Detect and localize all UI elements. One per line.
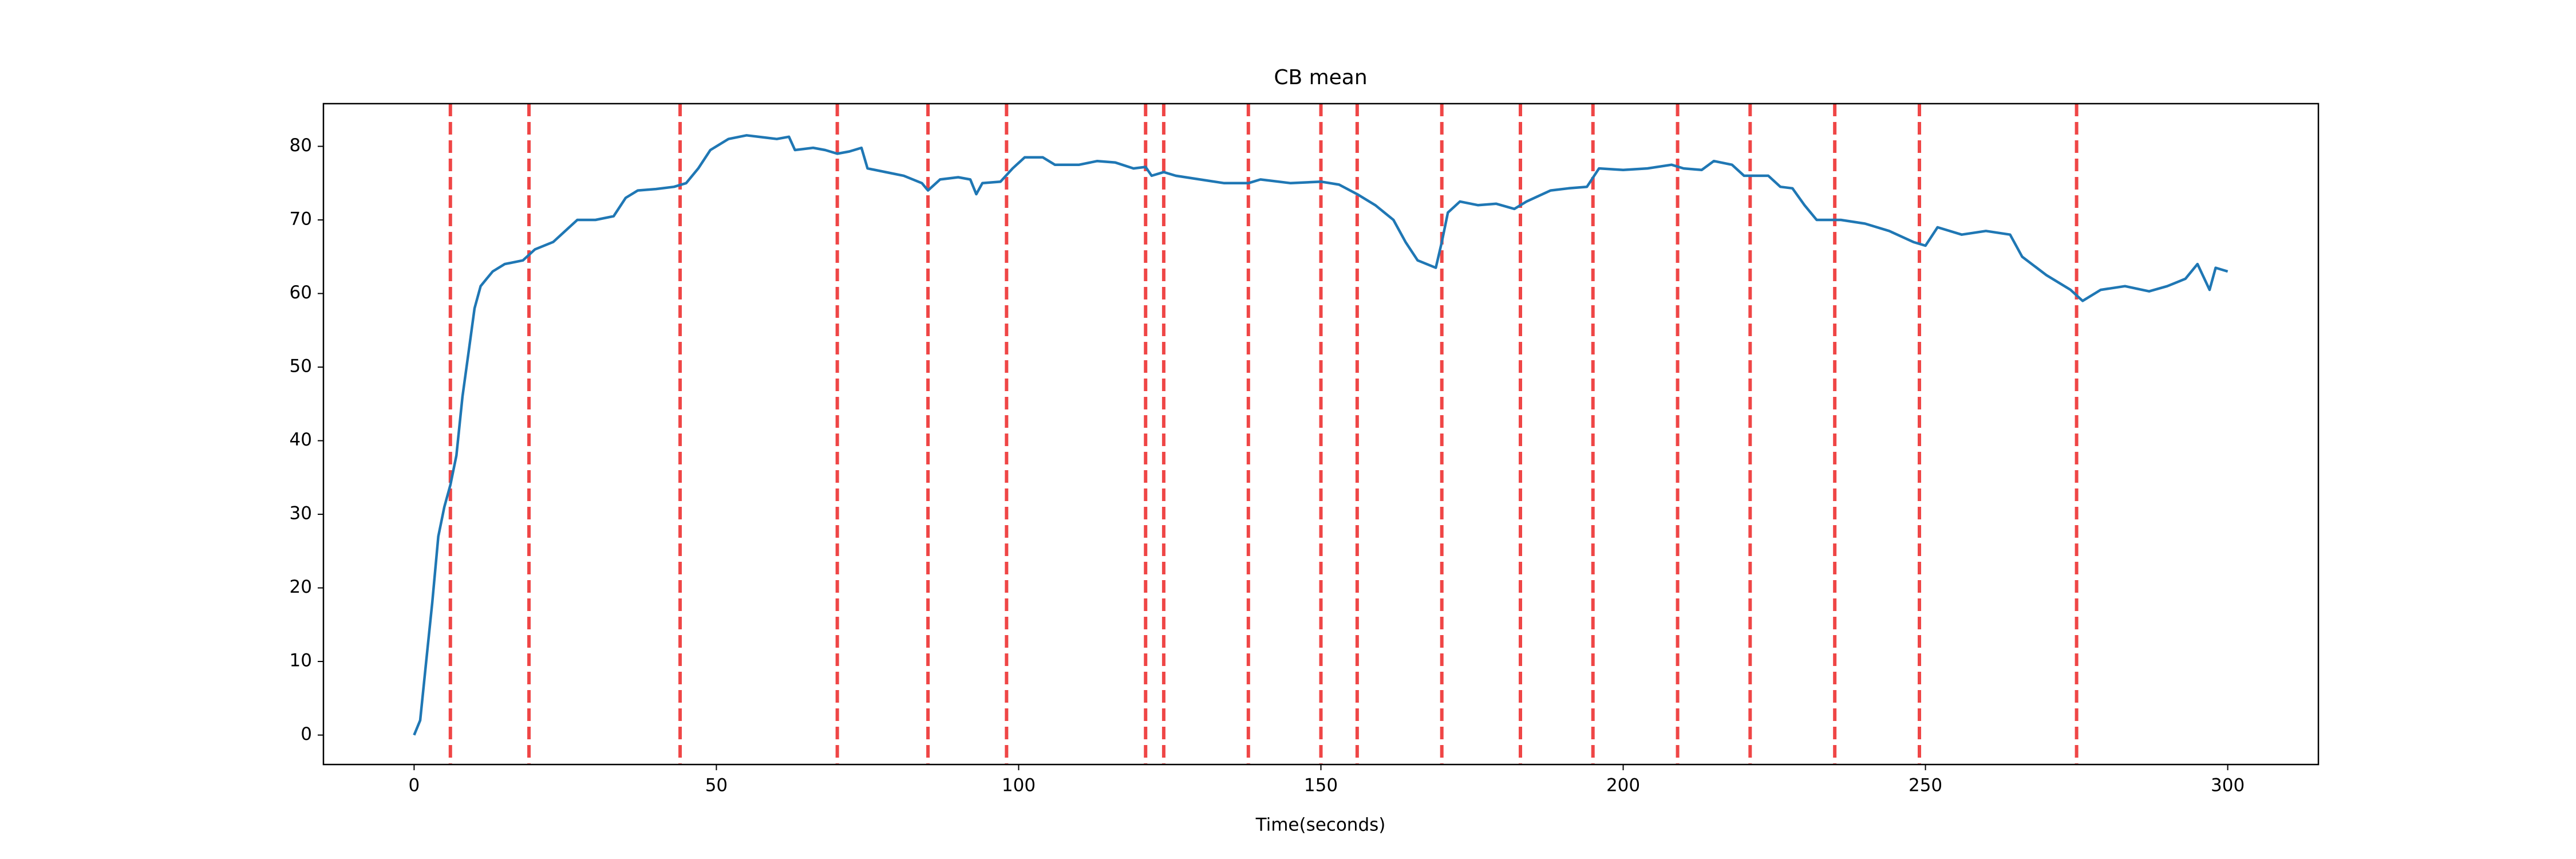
x-tick-label: 200 bbox=[1606, 775, 1640, 796]
data-line bbox=[413, 134, 2229, 736]
y-tick-label: 60 bbox=[290, 282, 312, 303]
y-tick-label: 40 bbox=[290, 430, 312, 450]
x-tick-label: 150 bbox=[1304, 775, 1338, 796]
x-tick-label: 250 bbox=[1909, 775, 1942, 796]
y-tick-label: 20 bbox=[290, 577, 312, 597]
x-tick-label: 300 bbox=[2211, 775, 2245, 796]
plot-frame bbox=[322, 103, 2320, 766]
chart-title: CB mean bbox=[1274, 66, 1367, 89]
y-tick-label: 50 bbox=[290, 356, 312, 377]
x-tick-label: 0 bbox=[409, 775, 420, 796]
x-tick-label: 100 bbox=[1002, 775, 1036, 796]
y-tick-label: 30 bbox=[290, 503, 312, 524]
y-tick-label: 70 bbox=[290, 209, 312, 230]
y-tick-label: 10 bbox=[290, 651, 312, 671]
x-axis-label: Time(seconds) bbox=[1255, 815, 1386, 836]
y-tick-label: 0 bbox=[301, 724, 312, 744]
x-tick-label: 50 bbox=[705, 775, 728, 796]
y-tick-label: 80 bbox=[290, 135, 312, 156]
